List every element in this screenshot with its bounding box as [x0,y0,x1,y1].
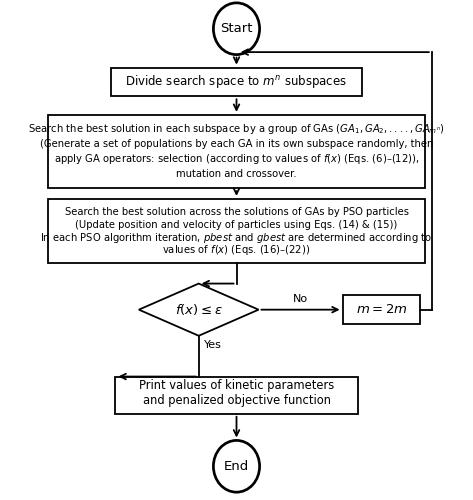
Text: End: End [224,460,249,473]
Text: In each PSO algorithm iteration, $pbest$ and $gbest$ are determined according to: In each PSO algorithm iteration, $pbest$… [41,230,432,244]
Text: Print values of kinetic parameters: Print values of kinetic parameters [139,380,334,392]
Text: Start: Start [220,22,253,35]
Text: apply GA operators: selection (according to values of $f(x)$ (Eqs. (6)–(12)),: apply GA operators: selection (according… [54,152,419,166]
Text: Divide search space to $m^n$ subspaces: Divide search space to $m^n$ subspaces [125,74,348,90]
Text: Yes: Yes [204,340,222,349]
Text: mutation and crossover.: mutation and crossover. [176,168,297,178]
Text: and penalized objective function: and penalized objective function [142,394,331,407]
Text: Search the best solution across the solutions of GAs by PSO particles: Search the best solution across the solu… [64,206,409,216]
Text: Search the best solution in each subspace by a group of GAs $(GA_1, GA_2,...., G: Search the best solution in each subspac… [28,122,445,136]
Text: (Generate a set of populations by each GA in its own subspace randomly, then: (Generate a set of populations by each G… [40,139,433,149]
Text: $m=2m$: $m=2m$ [356,303,407,316]
Text: $f(x) \leq \varepsilon$: $f(x) \leq \varepsilon$ [175,302,223,317]
Text: values of $f(x)$ (Eqs. (16)–(22)): values of $f(x)$ (Eqs. (16)–(22)) [162,244,311,258]
Text: No: No [293,294,308,304]
Text: (Update position and velocity of particles using Eqs. (14) & (15)): (Update position and velocity of particl… [75,220,398,230]
